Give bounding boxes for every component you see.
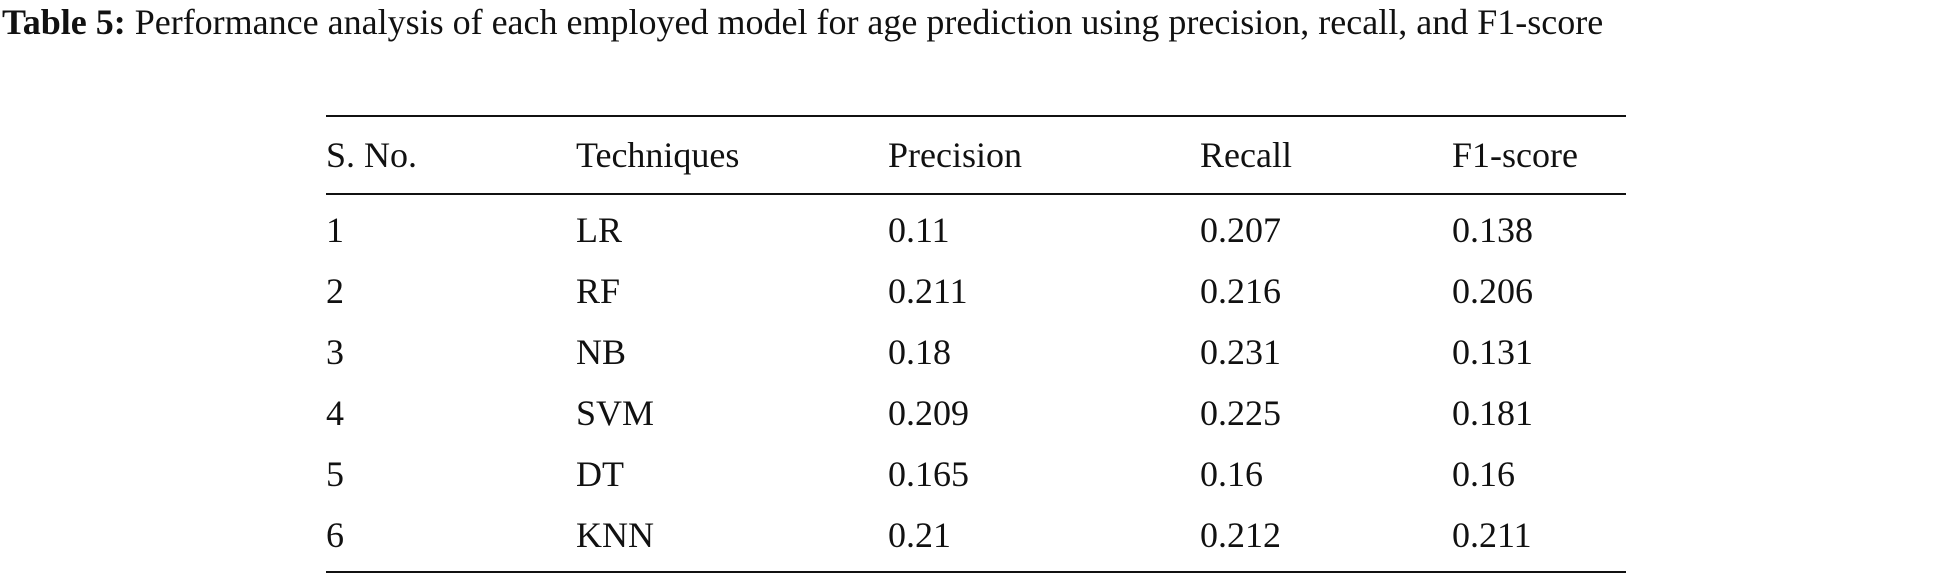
table-row: 6 KNN 0.21 0.212 0.211: [326, 504, 1626, 572]
cell-sno: 1: [326, 209, 344, 250]
cell-precision: 0.209: [888, 392, 969, 433]
cell-technique: SVM: [576, 392, 655, 433]
results-table: S. No. Techniques Precision Recall F1-sc…: [326, 115, 1626, 573]
cell-f1-score: 0.181: [1452, 392, 1533, 433]
cell-f1-score: 0.16: [1452, 453, 1515, 494]
cell-technique: NB: [576, 331, 627, 372]
table-row: 5 DT 0.165 0.16 0.16: [326, 443, 1626, 504]
cell-technique: KNN: [576, 514, 654, 555]
table-row: 1 LR 0.11 0.207 0.138: [326, 194, 1626, 260]
cell-precision: 0.21: [888, 514, 951, 555]
cell-technique: RF: [576, 270, 621, 311]
cell-sno: 6: [326, 514, 344, 555]
table-row: 3 NB 0.18 0.231 0.131: [326, 321, 1626, 382]
cell-recall: 0.231: [1200, 331, 1281, 372]
cell-sno: 4: [326, 392, 344, 433]
table-row: 2 RF 0.211 0.216 0.206: [326, 260, 1626, 321]
header-recall: Recall: [1200, 135, 1292, 175]
results-table-container: S. No. Techniques Precision Recall F1-sc…: [326, 115, 1626, 573]
cell-sno: 3: [326, 331, 344, 372]
cell-sno: 2: [326, 270, 344, 311]
cell-f1-score: 0.131: [1452, 331, 1533, 372]
table-header-row: S. No. Techniques Precision Recall F1-sc…: [326, 116, 1626, 194]
cell-recall: 0.16: [1200, 453, 1263, 494]
cell-precision: 0.165: [888, 453, 969, 494]
table-caption-label: Table 5:: [2, 2, 126, 42]
header-techniques: Techniques: [576, 135, 740, 175]
cell-f1-score: 0.211: [1452, 514, 1532, 555]
cell-precision: 0.11: [888, 209, 950, 250]
table-caption: Table 5: Performance analysis of each em…: [2, 0, 1947, 45]
cell-recall: 0.207: [1200, 209, 1281, 250]
cell-precision: 0.18: [888, 331, 951, 372]
cell-recall: 0.216: [1200, 270, 1281, 311]
table-row: 4 SVM 0.209 0.225 0.181: [326, 382, 1626, 443]
cell-f1-score: 0.206: [1452, 270, 1533, 311]
header-precision: Precision: [888, 135, 1022, 175]
cell-technique: LR: [576, 209, 623, 250]
header-f1-score: F1-score: [1452, 135, 1578, 175]
header-sno: S. No.: [326, 135, 418, 175]
cell-recall: 0.212: [1200, 514, 1281, 555]
cell-recall: 0.225: [1200, 392, 1281, 433]
cell-technique: DT: [576, 453, 624, 494]
cell-f1-score: 0.138: [1452, 209, 1533, 250]
cell-sno: 5: [326, 453, 344, 494]
cell-precision: 0.211: [888, 270, 968, 311]
table-caption-text: Performance analysis of each employed mo…: [134, 2, 1604, 42]
